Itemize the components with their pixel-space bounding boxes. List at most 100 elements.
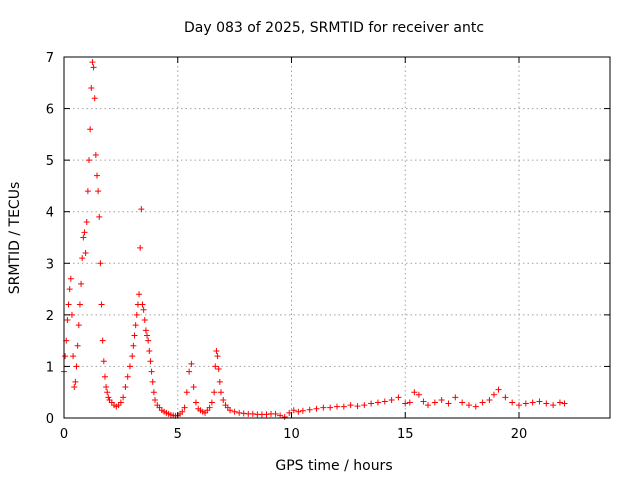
plot-frame — [63, 56, 611, 419]
data-point — [84, 188, 91, 195]
x-tick-label: 15 — [397, 427, 414, 442]
data-point — [263, 411, 270, 418]
data-point — [425, 402, 431, 409]
data-point — [146, 347, 153, 354]
data-point — [402, 400, 409, 407]
data-point — [236, 409, 243, 416]
data-point — [140, 306, 147, 313]
data-point — [231, 408, 238, 415]
data-point — [62, 353, 69, 360]
data-point — [148, 368, 155, 375]
data-point — [149, 378, 156, 385]
data-points — [61, 59, 568, 420]
data-point — [78, 280, 85, 287]
data-point — [543, 400, 550, 407]
x-tick-label: 0 — [60, 427, 68, 442]
data-point — [227, 407, 234, 414]
data-point — [415, 391, 422, 398]
data-point — [181, 404, 188, 411]
data-point — [313, 405, 320, 412]
data-point — [550, 402, 557, 409]
data-point — [327, 404, 334, 411]
data-point — [150, 389, 157, 396]
data-point — [105, 394, 112, 401]
data-point — [73, 363, 80, 370]
data-point — [141, 317, 148, 324]
data-point — [66, 286, 73, 293]
data-point — [80, 234, 87, 241]
data-point — [74, 342, 81, 349]
data-point — [445, 400, 452, 407]
data-point — [120, 394, 127, 401]
data-point — [486, 396, 493, 403]
x-tick-label: 5 — [174, 427, 182, 442]
data-point — [206, 404, 213, 411]
data-point — [83, 219, 90, 226]
data-point — [406, 399, 413, 406]
y-tick-label: 1 — [46, 360, 54, 375]
data-point — [142, 327, 149, 334]
data-point — [130, 342, 137, 349]
data-point — [64, 317, 71, 324]
data-point — [529, 399, 536, 406]
data-point — [240, 410, 247, 417]
data-point — [152, 396, 158, 403]
data-point — [490, 391, 497, 398]
data-point — [320, 404, 327, 411]
data-point — [374, 399, 381, 406]
data-point — [438, 396, 445, 403]
data-point — [71, 384, 78, 391]
data-point — [431, 399, 438, 406]
data-point — [82, 249, 89, 256]
data-point — [87, 126, 94, 133]
data-point — [354, 403, 361, 410]
data-point — [75, 322, 82, 329]
data-point — [70, 353, 77, 360]
data-point — [124, 373, 131, 380]
data-point — [368, 400, 375, 407]
data-point — [381, 398, 388, 405]
data-point — [395, 394, 402, 401]
data-point — [183, 389, 190, 396]
data-point — [272, 410, 279, 417]
data-point — [212, 363, 219, 370]
data-point — [131, 332, 138, 339]
data-point — [132, 322, 139, 329]
data-point — [306, 406, 313, 413]
y-tick-labels: 0 1 2 3 4 5 6 7 — [46, 51, 54, 427]
y-axis-label: SRMTID / TECUs — [7, 182, 23, 295]
y-tick-label: 2 — [46, 309, 54, 324]
data-point — [138, 206, 145, 213]
data-point — [79, 255, 86, 262]
data-point — [361, 402, 368, 409]
data-point — [126, 363, 133, 370]
data-point — [129, 353, 136, 360]
data-point — [502, 394, 509, 401]
data-point — [72, 378, 79, 385]
chart-title: Day 083 of 2025, SRMTID for receiver ant… — [184, 20, 484, 36]
data-point — [67, 275, 74, 282]
data-point — [92, 151, 99, 158]
data-point — [495, 386, 502, 393]
data-point — [133, 311, 140, 318]
data-point — [388, 396, 395, 403]
y-tick-label: 7 — [46, 51, 54, 66]
data-point — [472, 403, 479, 410]
data-point — [81, 229, 88, 236]
x-axis-label: GPS time / hours — [275, 458, 392, 474]
data-point — [136, 291, 143, 298]
x-tick-label: 20 — [511, 427, 528, 442]
data-point — [190, 384, 197, 391]
data-point — [139, 301, 146, 308]
data-point — [290, 407, 297, 414]
y-tick-label: 3 — [46, 257, 54, 272]
grid-lines — [64, 57, 610, 418]
data-point — [91, 95, 98, 102]
data-point — [122, 384, 129, 391]
data-point — [98, 301, 105, 308]
y-tick-label: 5 — [46, 154, 54, 169]
data-point — [465, 402, 472, 409]
data-point — [215, 366, 222, 373]
data-point — [99, 337, 106, 344]
data-point — [145, 337, 152, 344]
